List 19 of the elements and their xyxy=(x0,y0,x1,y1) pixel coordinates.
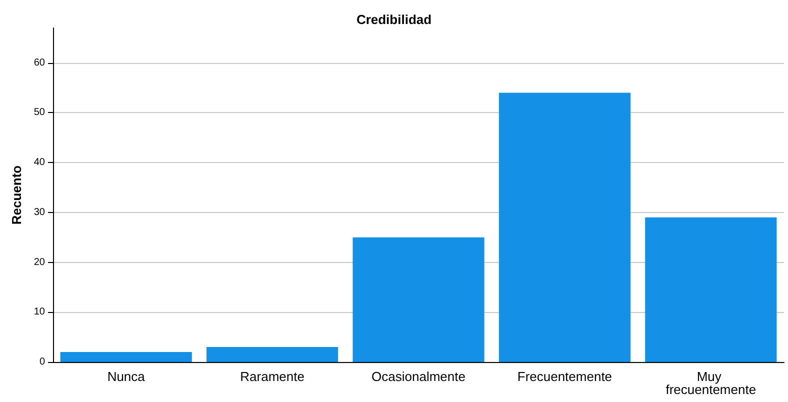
bar xyxy=(498,92,630,362)
y-tick-label: 30 xyxy=(34,206,46,218)
bar xyxy=(60,352,192,362)
bar xyxy=(206,347,338,362)
chart-title: Credibilidad xyxy=(356,12,432,27)
y-tick-label: 0 xyxy=(39,356,46,368)
x-tick-label: Frecuentemente xyxy=(517,369,612,384)
y-tick-label: 60 xyxy=(34,57,46,68)
x-tick-label: Raramente xyxy=(240,369,304,384)
bar xyxy=(352,237,484,362)
x-tick-label: Muy frecuentemente xyxy=(666,369,756,397)
y-tick-label: 40 xyxy=(34,157,46,168)
y-axis-title: Recuento xyxy=(8,165,24,225)
y-tick-label: 10 xyxy=(34,306,46,318)
y-tick-label: 50 xyxy=(34,107,46,118)
x-tick-label: Ocasionalmente xyxy=(372,369,466,384)
y-tick-label: 20 xyxy=(34,256,46,268)
x-tick-label: Nunca xyxy=(107,369,146,384)
bar xyxy=(645,217,777,362)
